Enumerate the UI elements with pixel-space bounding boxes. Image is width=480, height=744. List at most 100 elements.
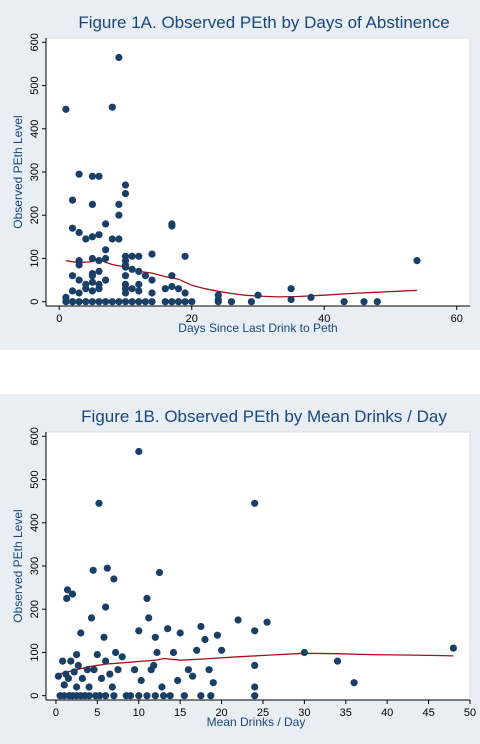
data-point bbox=[85, 683, 93, 691]
data-point bbox=[102, 692, 110, 700]
data-point bbox=[95, 499, 103, 507]
data-point bbox=[201, 635, 209, 644]
data-point bbox=[135, 252, 143, 260]
data-point bbox=[88, 172, 96, 180]
y-tick-label: 0 bbox=[29, 299, 41, 305]
data-point bbox=[60, 681, 68, 689]
data-point bbox=[54, 672, 63, 680]
data-point bbox=[89, 566, 97, 574]
data-point bbox=[214, 298, 222, 306]
data-point bbox=[287, 295, 295, 304]
data-point bbox=[161, 285, 169, 293]
data-point bbox=[121, 181, 130, 189]
data-point bbox=[121, 298, 130, 306]
data-point bbox=[102, 254, 110, 263]
x-tick-label: 35 bbox=[340, 707, 352, 719]
data-point bbox=[95, 172, 103, 180]
data-point bbox=[160, 692, 168, 700]
data-point bbox=[128, 285, 136, 293]
x-tick-label: 0 bbox=[56, 313, 62, 325]
y-tick-label: 200 bbox=[29, 600, 41, 618]
data-point bbox=[131, 666, 139, 674]
data-point bbox=[68, 298, 77, 306]
data-point bbox=[251, 499, 259, 507]
x-axis-label: Mean Drinks / Day bbox=[207, 715, 306, 729]
figure-1a-chart: Figure 1A. Observed PEth by Days of Abst… bbox=[11, 13, 471, 335]
data-point bbox=[181, 298, 189, 306]
lowess-group bbox=[58, 652, 454, 675]
data-point bbox=[128, 298, 136, 306]
data-point bbox=[143, 594, 151, 602]
data-point bbox=[135, 267, 143, 275]
data-point bbox=[60, 692, 68, 700]
data-point bbox=[64, 674, 72, 682]
data-point bbox=[254, 291, 262, 299]
data-point bbox=[287, 285, 295, 293]
y-tick-label: 500 bbox=[29, 470, 41, 488]
data-point bbox=[307, 293, 315, 301]
data-point bbox=[128, 252, 136, 260]
chart-title: Figure 1A. Observed PEth by Days of Abst… bbox=[78, 13, 449, 32]
y-tick-label: 600 bbox=[29, 427, 41, 445]
data-point bbox=[75, 257, 83, 265]
data-point bbox=[373, 298, 381, 306]
x-tick-label: 40 bbox=[381, 707, 393, 719]
x-tick-label: 50 bbox=[464, 707, 476, 719]
x-tick-label: 20 bbox=[186, 313, 198, 325]
data-point bbox=[155, 568, 164, 577]
data-point bbox=[67, 657, 75, 665]
data-point bbox=[74, 661, 82, 669]
data-point bbox=[95, 285, 103, 293]
data-point bbox=[102, 298, 110, 306]
data-point bbox=[137, 676, 145, 685]
data-point bbox=[93, 651, 101, 659]
y-tick-label: 300 bbox=[29, 557, 41, 575]
x-tick-label: 5 bbox=[94, 707, 100, 719]
data-point bbox=[88, 200, 96, 208]
x-tick-label: 0 bbox=[53, 707, 59, 719]
data-point bbox=[96, 692, 104, 700]
y-tick-label: 600 bbox=[29, 33, 41, 51]
x-tick-label: 40 bbox=[318, 313, 330, 325]
data-point bbox=[115, 211, 123, 219]
data-point bbox=[97, 674, 106, 682]
data-point bbox=[164, 625, 172, 633]
data-point bbox=[59, 657, 67, 665]
data-point bbox=[251, 683, 259, 691]
data-point bbox=[169, 648, 178, 657]
data-point bbox=[121, 272, 130, 280]
data-point bbox=[148, 298, 156, 306]
data-point bbox=[197, 692, 205, 700]
points-group bbox=[62, 53, 421, 306]
data-point bbox=[151, 692, 159, 700]
data-point bbox=[115, 53, 123, 62]
data-point bbox=[75, 298, 83, 306]
ticks-group: 0 100 200 300 400 500 600 0 20 40 60 bbox=[29, 33, 463, 325]
data-point bbox=[95, 257, 103, 265]
data-point bbox=[251, 627, 259, 635]
data-point bbox=[102, 220, 110, 228]
data-point bbox=[88, 270, 96, 278]
data-point bbox=[340, 298, 348, 306]
data-point bbox=[115, 298, 123, 306]
data-point bbox=[85, 692, 93, 700]
data-point bbox=[73, 651, 81, 659]
data-point bbox=[62, 293, 70, 301]
data-point bbox=[121, 263, 130, 271]
data-point bbox=[106, 670, 114, 678]
data-point bbox=[63, 586, 72, 594]
plot-area bbox=[45, 37, 471, 307]
chart-title: Figure 1B. Observed PEth by Mean Drinks … bbox=[81, 407, 447, 426]
data-point bbox=[333, 657, 342, 665]
x-axis-label: Days Since Last Drink to Peth bbox=[178, 321, 337, 335]
data-point bbox=[110, 575, 118, 583]
data-point bbox=[181, 252, 189, 260]
data-point bbox=[103, 564, 111, 572]
data-point bbox=[188, 298, 196, 306]
data-point bbox=[207, 692, 215, 700]
data-point bbox=[100, 633, 108, 641]
y-tick-label: 100 bbox=[29, 643, 41, 661]
data-point bbox=[150, 661, 158, 669]
x-tick-label: 10 bbox=[133, 707, 145, 719]
data-point bbox=[102, 246, 110, 254]
